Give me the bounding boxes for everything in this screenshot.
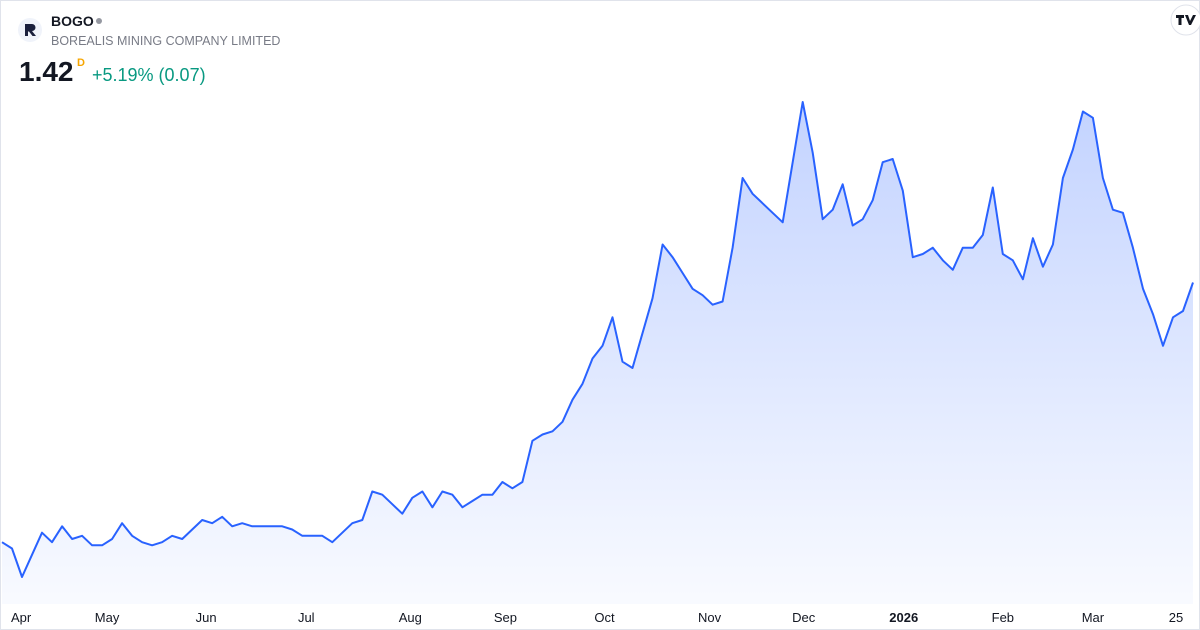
brand-badge[interactable]	[1170, 4, 1200, 36]
brand-logo	[1176, 15, 1196, 25]
x-tick-label: Mar	[1082, 610, 1105, 625]
interval: D	[77, 57, 85, 69]
company: BOREALIS MINING COMPANY LIMITED	[51, 34, 280, 48]
x-tick-label: Dec	[792, 610, 816, 625]
x-tick-label: Apr	[11, 610, 32, 625]
symbol: BOGO	[51, 13, 94, 29]
x-tick-label: Jun	[196, 610, 217, 625]
x-tick-label: Jul	[298, 610, 315, 625]
x-tick-label: Sep	[494, 610, 517, 625]
x-tick-label: Aug	[399, 610, 422, 625]
change: +5.19% (0.07)	[92, 65, 206, 85]
x-tick-label: Feb	[992, 610, 1014, 625]
x-tick-label: 2026	[889, 610, 918, 625]
x-tick-label: Nov	[698, 610, 722, 625]
status-dot	[96, 18, 102, 24]
x-tick-label: Oct	[594, 610, 615, 625]
logo-mark	[25, 24, 36, 36]
price: 1.42	[19, 56, 74, 87]
price-line	[1, 101, 1194, 578]
x-tick-label: May	[95, 610, 120, 625]
x-tick-label: 25	[1169, 610, 1183, 625]
